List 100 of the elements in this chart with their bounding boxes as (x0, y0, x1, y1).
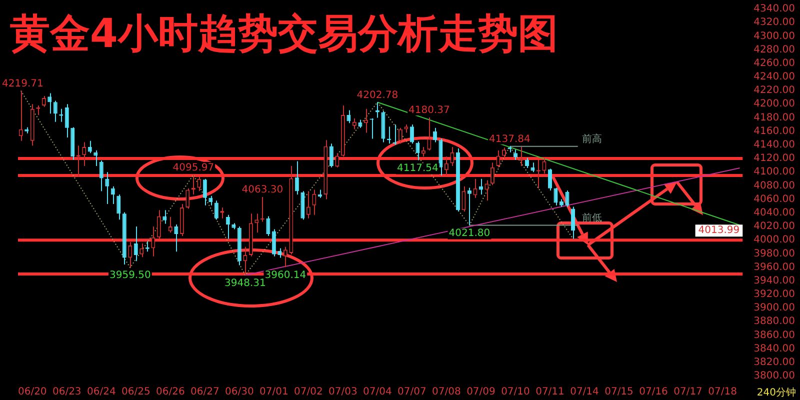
ref-line-label: 前低 (582, 212, 602, 224)
x-tick-label: 06/30 (225, 386, 254, 398)
x-tick-label: 07/08 (432, 386, 461, 398)
candlestick (128, 242, 132, 268)
candlestick (105, 172, 110, 205)
candlestick (398, 127, 402, 144)
y-tick-label: 4040.00 (754, 207, 796, 218)
y-tick-label: 4080.00 (754, 180, 796, 192)
annotation: 3960.14 (264, 270, 306, 281)
candlestick (335, 152, 340, 168)
candlestick (467, 187, 472, 226)
candlestick (99, 160, 104, 192)
candlestick (490, 162, 494, 186)
candlestick (162, 210, 167, 224)
candlestick (502, 147, 506, 160)
x-tick-label: 07/07 (398, 386, 426, 398)
candlestick (432, 127, 437, 143)
chart-title: 黄金4小时趋势交易分析走势图 (10, 10, 558, 59)
y-tick-label: 4100.00 (754, 166, 796, 178)
candlestick (243, 246, 248, 276)
candlestick (530, 162, 535, 173)
y-tick-label: 4240.00 (754, 72, 796, 83)
candlestick (197, 176, 202, 192)
x-tick-label: 07/01 (260, 386, 288, 398)
candlestick (110, 186, 115, 205)
y-tick-label: 3980.00 (754, 248, 796, 260)
y-tick-label: 3940.00 (754, 275, 796, 286)
candlestick (48, 92, 52, 114)
candlestick (427, 116, 432, 151)
ref-line-label: 前高 (582, 132, 602, 145)
candlestick (174, 224, 178, 252)
candlestick (134, 226, 138, 262)
annotation: 4202.78 (356, 90, 398, 101)
candlestick (312, 189, 316, 216)
y-tick-label: 4180.00 (754, 112, 796, 124)
y-tick-label: 4300.00 (754, 30, 796, 42)
annotation: 4117.54 (397, 162, 438, 174)
x-tick-label: 06/26 (156, 386, 185, 398)
y-tick-label: 4320.00 (754, 17, 796, 28)
y-tick-label: 3960.00 (754, 262, 796, 273)
x-tick-label: 06/24 (86, 386, 116, 398)
candlestick (416, 141, 420, 161)
y-tick-label: 4220.00 (754, 85, 796, 96)
x-tick-label: 07/10 (501, 386, 530, 398)
y-tick-label: 3880.00 (754, 316, 796, 328)
annotation: 4095.97 (172, 162, 214, 174)
candlestick (410, 124, 414, 144)
candlestick (272, 228, 276, 257)
y-tick-label: 4060.00 (754, 194, 796, 205)
annotation: 4063.30 (242, 184, 284, 196)
y-tick-label: 4340.00 (754, 4, 796, 15)
candlestick (82, 142, 86, 166)
candlestick (462, 186, 466, 212)
y-tick-label: 4020.00 (754, 221, 796, 232)
candlestick (140, 242, 144, 258)
x-tick-label: 07/16 (639, 386, 668, 398)
y-tick-label: 3820.00 (754, 357, 796, 368)
y-tick-label: 4160.00 (754, 126, 796, 137)
candlestick (191, 174, 196, 196)
candlestick (202, 178, 207, 206)
candlestick (42, 95, 46, 108)
x-tick-label: 06/20 (18, 386, 47, 398)
candlestick (226, 214, 230, 240)
candlestick (214, 200, 218, 220)
candlestick (278, 248, 282, 258)
x-tick-label: 07/02 (294, 386, 323, 398)
candlestick (548, 168, 552, 191)
candlestick (156, 210, 161, 240)
y-tick-label: 4120.00 (754, 153, 796, 164)
candlestick (208, 195, 213, 206)
candlestick (473, 178, 478, 198)
candlestick (18, 90, 23, 142)
x-tick-label: 07/14 (570, 386, 599, 398)
y-tick-label: 3840.00 (754, 343, 796, 354)
annotation: 4021.80 (448, 228, 490, 239)
candlestick (542, 157, 546, 174)
candlestick (484, 180, 489, 202)
y-tick-label: 3920.00 (754, 289, 796, 300)
x-tick-label: 07/04 (363, 386, 392, 398)
y-tick-label: 4280.00 (754, 44, 796, 56)
candlestick (565, 190, 570, 208)
x-tick-label: 07/09 (466, 386, 496, 398)
candlestick (94, 150, 98, 166)
candlestick (554, 187, 558, 206)
annotation: 3959.50 (109, 270, 151, 282)
annotation: 4180.37 (408, 105, 450, 116)
x-tick-label: 07/03 (328, 386, 358, 398)
candlestick (329, 143, 334, 168)
annotation: 4137.84 (489, 134, 530, 145)
candlestick (478, 178, 483, 196)
x-tick-label: 06/25 (121, 386, 150, 398)
candlestick (283, 246, 288, 268)
x-tick-label: 06/27 (190, 386, 220, 398)
candlestick (450, 146, 454, 166)
x-tick-label: 07/17 (674, 386, 702, 398)
candlestick (444, 156, 448, 176)
y-tick-label: 4000.00 (754, 234, 796, 246)
candlestick (346, 110, 351, 124)
y-tick-label: 4140.00 (754, 140, 796, 151)
candlestick (294, 160, 299, 196)
